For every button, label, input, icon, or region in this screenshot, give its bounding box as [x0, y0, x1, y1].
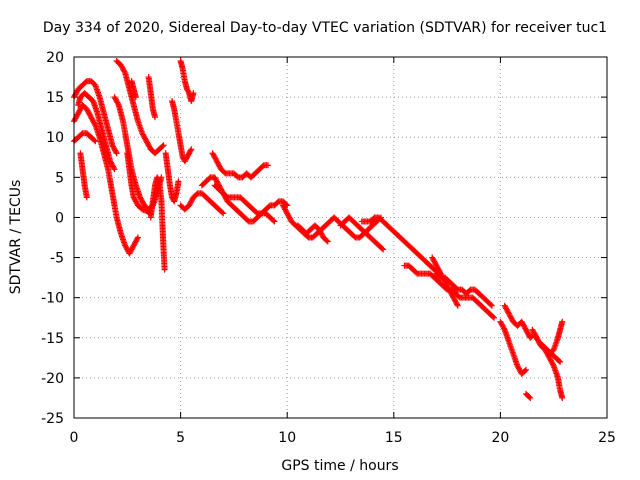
series-arc10	[145, 74, 159, 121]
data-point	[220, 210, 227, 217]
x-tick-label: 25	[598, 430, 616, 446]
series-arc16	[209, 150, 272, 181]
x-tick-label: 15	[385, 430, 403, 446]
data-point	[134, 235, 141, 242]
data-point	[132, 94, 139, 101]
data-point	[92, 138, 99, 145]
data-point	[557, 358, 564, 365]
data-point	[113, 150, 120, 157]
y-tick-label: 20	[46, 50, 64, 66]
x-tick-label: 10	[278, 430, 296, 446]
data-point	[160, 142, 167, 149]
y-tick-label: 10	[46, 130, 64, 146]
x-tick-label: 5	[176, 430, 185, 446]
data-point	[110, 164, 117, 171]
data-point	[527, 394, 534, 401]
series-arc18	[198, 174, 278, 225]
data-point	[91, 120, 98, 127]
x-tick-label: 20	[491, 430, 509, 446]
data-point	[487, 301, 494, 308]
data-point	[556, 357, 563, 364]
series-arc21	[337, 214, 387, 253]
series-arc7	[113, 58, 167, 157]
series-arc5	[75, 90, 118, 173]
data-point	[112, 148, 119, 155]
data-point	[159, 143, 166, 150]
data-point	[265, 162, 272, 169]
y-tick-label: 5	[55, 170, 64, 186]
series-arc20	[294, 222, 331, 245]
x-axis-label: GPS time / hours	[281, 458, 398, 474]
series-arc8	[124, 150, 154, 217]
data-point	[91, 137, 98, 144]
data-point	[190, 90, 197, 97]
data-point	[270, 217, 277, 224]
data-point	[522, 366, 529, 373]
y-tick-label: -25	[41, 411, 64, 427]
chart-title: Day 334 of 2020, Sidereal Day-to-day VTE…	[43, 20, 607, 36]
data-point	[454, 302, 461, 309]
y-tick-label: -10	[41, 291, 64, 307]
data-point	[185, 88, 192, 95]
data-point	[323, 237, 330, 244]
data-point	[488, 302, 495, 309]
series-arc12	[169, 98, 195, 165]
y-tick-label: 0	[55, 210, 64, 226]
y-tick-label: -5	[50, 251, 64, 267]
series-arc24	[429, 254, 461, 309]
series-arc30	[522, 390, 534, 401]
y-axis-label: SDTVAR / TECUs	[8, 180, 24, 295]
series-arc14	[177, 58, 197, 105]
data-point	[187, 147, 194, 154]
data-point	[161, 266, 168, 273]
data-point	[188, 146, 195, 153]
data-point	[219, 209, 226, 216]
series-arc13	[162, 150, 182, 205]
series-arc11	[147, 174, 168, 273]
data-point	[111, 166, 118, 173]
plot-frame	[73, 56, 608, 419]
series-arc15	[177, 190, 227, 217]
data-point	[155, 177, 162, 184]
series-arc27	[497, 318, 529, 377]
data-point	[83, 194, 90, 201]
data-point	[526, 393, 533, 400]
x-tick-label: 0	[70, 430, 79, 446]
data-point	[115, 100, 122, 107]
data-point	[491, 314, 498, 321]
data-point	[324, 238, 331, 245]
data-point	[379, 245, 386, 252]
data-point	[134, 234, 141, 241]
data-point	[175, 178, 182, 185]
series-arc22	[358, 214, 442, 277]
data-point	[521, 367, 528, 374]
y-tick-label: 15	[46, 90, 64, 106]
series-arc4	[77, 150, 90, 201]
data-point	[559, 318, 566, 325]
series-arc29	[546, 318, 566, 357]
series-arc2	[71, 78, 120, 157]
data-point	[549, 361, 556, 368]
y-tick-label: -15	[41, 331, 64, 347]
axis-ticks: 0 5 10 15 20 25 -25 -20 -15 -10 -5 0 5 10 15 20	[41, 50, 616, 446]
data-point	[559, 394, 566, 401]
data-points	[71, 58, 566, 401]
data-point	[489, 313, 496, 320]
data-point	[454, 301, 461, 308]
data-point	[271, 218, 278, 225]
series-arc23	[401, 262, 498, 321]
data-point	[121, 68, 128, 75]
y-tick-label: -20	[41, 371, 64, 387]
series-arc9	[128, 78, 139, 101]
data-point	[500, 325, 507, 332]
data-point	[380, 246, 387, 253]
series-arc1	[71, 102, 141, 257]
series-arc25	[433, 270, 495, 309]
data-point	[152, 114, 159, 121]
